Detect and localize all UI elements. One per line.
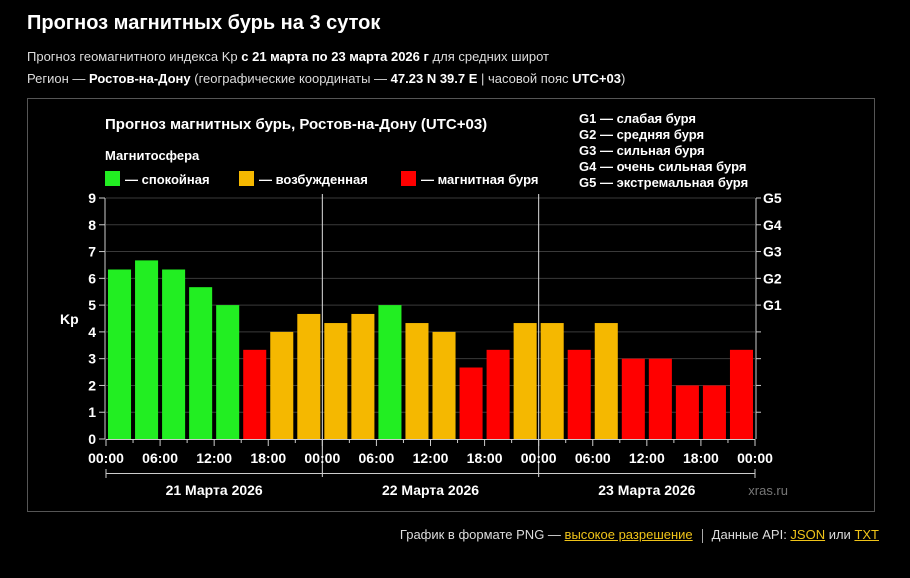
kp-chart: Прогноз магнитных бурь, Ростов-на-Дону (…: [60, 111, 788, 498]
day-label: 22 Марта 2026: [382, 482, 479, 498]
x-tick-label: 12:00: [629, 450, 665, 466]
kp-bar: [297, 313, 321, 439]
region-timezone: UTC+03: [572, 71, 621, 86]
x-tick-label: 00:00: [521, 450, 557, 466]
x-tick-label: 00:00: [737, 450, 773, 466]
x-tick-label: 00:00: [88, 450, 124, 466]
kp-bar: [243, 349, 267, 439]
kp-bar: [216, 305, 240, 439]
region-description: Регион — Ростов-на-Дону (географические …: [27, 71, 625, 86]
kp-bar: [324, 323, 348, 439]
g-legend-item: G3 — сильная буря: [579, 143, 705, 158]
x-tick-label: 06:00: [575, 450, 611, 466]
watermark: xras.ru: [748, 483, 788, 498]
json-link[interactable]: JSON: [790, 527, 826, 542]
txt-link[interactable]: TXT: [854, 527, 879, 542]
g-level-label: G3: [763, 244, 782, 260]
x-tick-label: 18:00: [467, 450, 503, 466]
forecast-prefix: Прогноз геомагнитного индекса Kp: [27, 49, 242, 64]
kp-bar: [351, 313, 375, 439]
y-tick-label: 2: [88, 377, 96, 393]
y-tick-label: 3: [88, 351, 96, 367]
region-coords: 47.23 N 39.7 E: [390, 71, 478, 86]
kp-bar: [594, 323, 618, 439]
x-tick-label: 06:00: [142, 450, 178, 466]
kp-bar: [108, 269, 132, 439]
day-label: 21 Марта 2026: [166, 482, 263, 498]
kp-bar: [189, 287, 213, 439]
g-level-label: G1: [763, 297, 782, 313]
kp-bar: [567, 349, 591, 439]
legend-swatch: [239, 171, 254, 186]
x-tick-label: 18:00: [250, 450, 286, 466]
kp-bar: [540, 323, 564, 439]
legend-label: — спокойная: [125, 172, 210, 187]
forecast-date-range: с 21 марта по 23 марта 2026 г: [241, 49, 429, 64]
y-tick-label: 1: [88, 404, 96, 420]
g-level-label: G2: [763, 270, 782, 286]
kp-bar: [162, 269, 186, 439]
y-tick-label: 6: [88, 270, 96, 286]
y-tick-label: 5: [88, 297, 96, 313]
api-text: Данные API:: [711, 527, 791, 542]
page-title: Прогноз магнитных бурь на 3 суток: [27, 12, 381, 34]
kp-bar: [648, 358, 672, 439]
kp-bar: [270, 331, 294, 439]
kp-bar: [513, 323, 537, 439]
region-prefix: Регион —: [27, 71, 89, 86]
region-name: Ростов-на-Дону: [88, 71, 191, 86]
timezone-prefix: | часовой пояс: [477, 71, 573, 86]
kp-bar: [675, 385, 699, 439]
x-tick-label: 00:00: [304, 450, 340, 466]
day-label: 23 Марта 2026: [598, 482, 695, 498]
kp-bar: [432, 331, 456, 439]
g-legend-item: G5 — экстремальная буря: [579, 175, 748, 190]
kp-bar: [621, 358, 645, 439]
x-tick-label: 06:00: [359, 450, 395, 466]
legend-swatch: [401, 171, 416, 186]
g-legend-item: G4 — очень сильная буря: [579, 159, 746, 174]
legend-swatch: [105, 171, 120, 186]
kp-bar: [459, 367, 483, 439]
region-suffix: ): [620, 71, 626, 86]
legend-label: — возбужденная: [259, 172, 368, 187]
footer: График в формате PNG — высокое разрешени…: [400, 527, 879, 543]
g-level-label: G5: [763, 190, 782, 206]
forecast-description: Прогноз геомагнитного индекса Kp с 21 ма…: [27, 49, 549, 64]
g-level-label: G4: [763, 217, 782, 233]
kp-bar: [729, 349, 753, 439]
or-text: или: [825, 527, 855, 542]
y-axis-label: Kp: [60, 311, 79, 327]
kp-bar: [702, 385, 726, 439]
kp-bar: [486, 349, 510, 439]
high-res-link[interactable]: высокое разрешение: [564, 527, 693, 542]
legend-label: — магнитная буря: [421, 172, 538, 187]
y-tick-label: 9: [88, 190, 96, 206]
y-tick-label: 8: [88, 217, 96, 233]
coords-prefix: (географические координаты —: [190, 71, 391, 86]
y-tick-label: 7: [88, 244, 96, 260]
x-tick-label: 12:00: [413, 450, 449, 466]
g-legend-item: G1 — слабая буря: [579, 111, 696, 126]
chart-title: Прогноз магнитных бурь, Ростов-на-Дону (…: [105, 116, 487, 133]
x-tick-label: 12:00: [196, 450, 232, 466]
y-tick-label: 0: [88, 431, 96, 447]
g-legend-item: G2 — средняя буря: [579, 127, 704, 142]
kp-bar: [135, 260, 159, 439]
x-tick-label: 18:00: [683, 450, 719, 466]
kp-bar: [405, 323, 429, 439]
forecast-suffix: для средних широт: [428, 49, 549, 64]
y-tick-label: 4: [88, 324, 96, 340]
chart-frame: Прогноз магнитных бурь, Ростов-на-Дону (…: [27, 98, 875, 512]
footer-divider: [701, 528, 703, 543]
kp-bar: [378, 305, 402, 439]
legend-title: Магнитосфера: [105, 148, 200, 163]
png-text: График в формате PNG —: [399, 527, 565, 542]
